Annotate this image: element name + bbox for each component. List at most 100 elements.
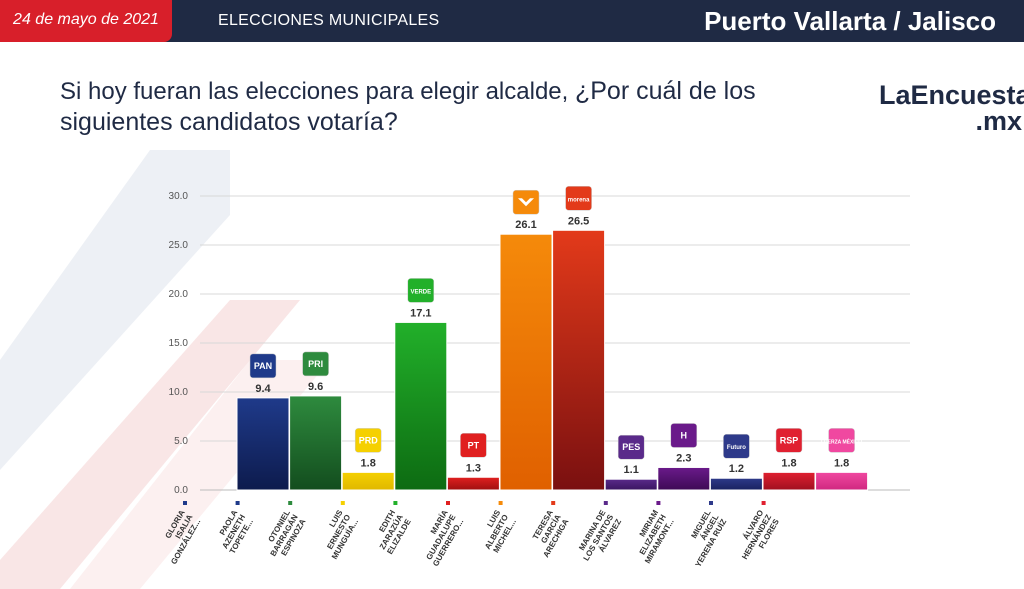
survey-question: Si hoy fueran las elecciones para elegir… <box>60 76 860 138</box>
legend-marker <box>393 501 398 505</box>
location-title: Puerto Vallarta / Jalisco <box>704 6 996 36</box>
brand-logo-line1: LaEncuesta <box>879 80 1024 110</box>
party-logo-pes: PES <box>617 434 645 460</box>
party-logo-bg <box>828 428 855 453</box>
date-label: 24 de mayo de 2021 <box>0 0 172 42</box>
party-logo-text: VERDE <box>410 289 431 295</box>
party-logo-bg <box>407 278 435 303</box>
x-tick-label: LUISALBERTOMICHEL... <box>483 508 518 554</box>
party-logo-text: PRD <box>359 435 379 445</box>
party-logo-prd: PRD <box>354 428 382 453</box>
data-label: 1.8 <box>361 457 376 469</box>
section-title: ELECCIONES MUNICIPALES <box>218 12 440 29</box>
party-logo-bg <box>460 433 487 458</box>
party-logo-pan: PAN <box>249 353 277 379</box>
party-logo-verde: VERDE <box>407 278 435 303</box>
y-tick-label: 0.0 <box>174 485 188 496</box>
bar <box>552 229 606 491</box>
party-logo-bg <box>565 186 592 211</box>
x-tick-label: LUISERNESTOMUNGUÍA... <box>325 508 360 561</box>
party-logo-pt: PT <box>460 433 487 458</box>
bar <box>499 233 553 491</box>
party-logo-rsp: RSP <box>775 428 803 453</box>
data-label: 1.3 <box>466 462 481 474</box>
party-logo-bg <box>723 433 750 459</box>
legend-marker <box>709 501 713 505</box>
legend-marker <box>498 501 503 505</box>
legend-marker <box>288 501 293 505</box>
bar <box>236 397 290 491</box>
brand-logo: LaEncuesta .mx <box>879 80 1024 136</box>
x-tick-label: MARÍAGUADALUPEGUERRERO... <box>424 508 465 568</box>
legend-marker <box>183 501 187 505</box>
bar <box>394 321 448 491</box>
bar <box>341 471 395 491</box>
question-part1: Si hoy fueran las elecciones para elegir… <box>60 78 569 105</box>
party-logo-bg <box>775 428 803 453</box>
data-label: 17.1 <box>410 307 431 319</box>
party-logo-futuro: Futuro <box>723 433 750 459</box>
party-logo-bg <box>302 351 329 377</box>
bar <box>657 466 711 491</box>
bar <box>604 478 658 491</box>
y-tick-label: 20.0 <box>169 289 189 300</box>
party-logo-bg <box>617 434 645 460</box>
y-tick-label: 30.0 <box>169 191 189 202</box>
header-bar: 24 de mayo de 2021 ELECCIONES MUNICIPALE… <box>0 0 1024 42</box>
bar <box>815 471 869 491</box>
bar <box>446 476 500 491</box>
y-tick-label: 15.0 <box>169 338 189 349</box>
data-label: 26.1 <box>515 219 536 231</box>
party-logo-mc <box>512 189 540 215</box>
data-label: 9.4 <box>255 383 271 395</box>
legend-marker <box>446 501 450 505</box>
party-logo-text: RSP <box>780 435 799 445</box>
party-logo-text: Futuro <box>727 445 746 451</box>
party-logo-text: PRI <box>308 359 323 369</box>
legend-marker <box>340 501 345 505</box>
legend-marker <box>603 501 608 505</box>
legend-marker <box>551 501 556 505</box>
x-tick-label: PAOLAAZENETHTOPETE... <box>218 508 255 555</box>
data-label: 1.1 <box>624 464 639 476</box>
bar <box>762 471 816 491</box>
legend-marker <box>235 501 240 505</box>
bar <box>709 477 763 491</box>
party-logo-text: FUERZA MÉXICO <box>821 437 862 445</box>
data-label: 9.6 <box>308 381 323 393</box>
data-label: 1.2 <box>729 463 744 475</box>
y-tick-label: 25.0 <box>169 240 189 251</box>
party-logo-text: PT <box>468 440 480 450</box>
x-tick-label: MIRIAMELIZABETHMIRAMONT... <box>638 508 676 565</box>
party-logo-bg <box>670 423 698 448</box>
party-logo-hagamos: H <box>670 423 698 448</box>
bar <box>289 395 343 491</box>
party-logo-bg <box>354 428 382 453</box>
party-logo-shape <box>518 198 534 207</box>
party-logo-text: PAN <box>254 361 272 371</box>
question-part2: ¿Por cuál de los siguientes candidatos v… <box>60 77 756 136</box>
party-logo-pri: PRI <box>302 351 329 377</box>
party-logo-text: H <box>681 430 688 440</box>
y-tick-label: 10.0 <box>169 387 189 398</box>
legend-marker <box>656 501 661 505</box>
data-label: 1.8 <box>834 457 849 469</box>
y-tick-label: 5.0 <box>174 436 188 447</box>
party-logo-text: morena <box>568 197 590 203</box>
data-label: 26.5 <box>568 215 589 227</box>
party-logo-bg <box>249 353 277 379</box>
party-logo-fuerza-méxico: FUERZA MÉXICO <box>821 428 862 453</box>
x-tick-label: GLORIAISALIAGONZÁLEZ... <box>163 508 202 566</box>
brand-logo-line2: .mx <box>975 106 1022 136</box>
party-logo-text: PES <box>622 442 640 452</box>
legend-marker <box>761 501 766 505</box>
data-label: 2.3 <box>676 452 691 464</box>
data-label: 1.8 <box>781 457 796 469</box>
